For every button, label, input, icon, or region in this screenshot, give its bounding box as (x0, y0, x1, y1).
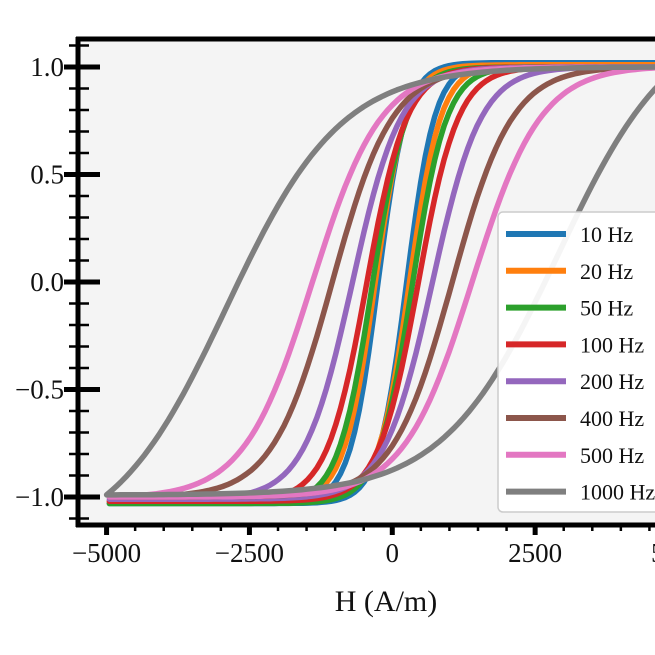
legend-label-1000-hz: 1000 Hz (580, 480, 655, 505)
x-axis-label: H (A/m) (335, 585, 437, 618)
x-tick-label: −5000 (72, 538, 141, 568)
legend-label-400-hz: 400 Hz (580, 406, 644, 431)
legend-label-100-hz: 100 Hz (580, 332, 644, 357)
legend-label-20-hz: 20 Hz (580, 259, 633, 284)
y-tick-label: 0.0 (30, 267, 64, 297)
legend-label-200-hz: 200 Hz (580, 369, 644, 394)
y-tick-label: 1.0 (30, 52, 64, 82)
x-tick-label: −2500 (215, 538, 284, 568)
legend-label-500-hz: 500 Hz (580, 443, 644, 468)
legend-label-10-hz: 10 Hz (580, 222, 633, 247)
legend: 10 Hz 20 Hz 50 Hz 100 Hz 200 Hz 400 Hz 500 Hz 1… (497, 211, 655, 513)
series-curve-500-hz (106, 64, 655, 500)
series-curve-200-hz (106, 64, 655, 502)
legend-label-50-hz: 50 Hz (580, 296, 633, 321)
legend-box (497, 211, 655, 513)
y-tick-label: 0.5 (30, 159, 64, 189)
tick-labels-group: −5000 −2500 0 2500 5000 1.0 0.5 0.0 −0.5 −1.0 (15, 52, 655, 568)
x-tick-label: 0 (386, 538, 400, 568)
y-tick-label: −0.5 (15, 375, 64, 405)
y-tick-label: −1.0 (15, 482, 64, 512)
series-curve-1000-hz (103, 64, 655, 498)
curves-group (103, 59, 655, 507)
x-tick-label: 5000 (651, 538, 655, 568)
x-tick-label: 2500 (508, 538, 562, 568)
